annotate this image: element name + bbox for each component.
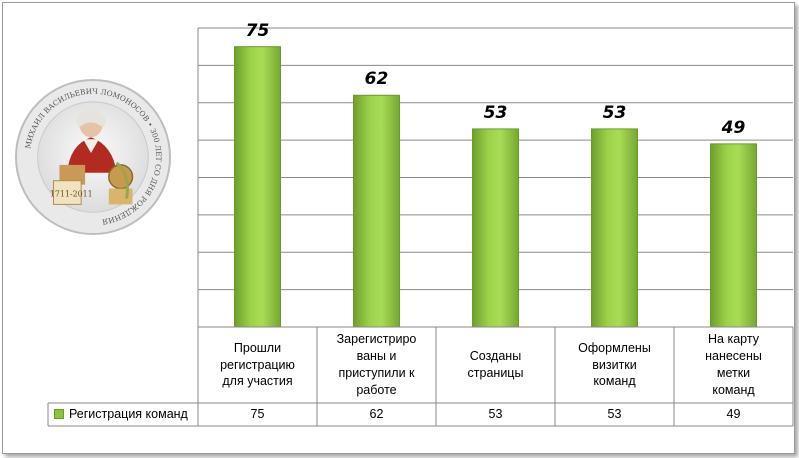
table-value: 53: [488, 407, 503, 421]
legend-entry: Регистрация команд: [48, 403, 198, 425]
bar: [234, 46, 281, 328]
bar-data-label: 53: [483, 102, 508, 123]
bar-data-label: 75: [245, 20, 270, 41]
table-value: 75: [250, 407, 265, 421]
bar-data-label: 49: [721, 117, 746, 138]
table-value: 49: [726, 407, 741, 421]
table-value: 62: [369, 407, 384, 421]
bar: [472, 128, 519, 328]
lomonosov-medallion-icon: МИХАИЛ ВАСИЛЬЕВИЧ ЛОМОНОСОВ • 300 ЛЕТ СО…: [14, 78, 172, 236]
category-label: Прошли регистрацию для участия: [220, 340, 295, 389]
bar-data-label: 53: [602, 102, 627, 123]
legend-swatch: [54, 409, 64, 419]
category-label: Зарегистриро ваны и приступили к работе: [336, 332, 417, 397]
bar: [353, 94, 400, 328]
bar-data-label: 62: [364, 69, 389, 90]
bar: [710, 143, 757, 328]
category-label: Созданы страницы: [467, 349, 524, 380]
table-value: 53: [607, 407, 622, 421]
category-label: На карту нанесены метки команд: [705, 332, 762, 397]
medallion-years: 1711-2011: [50, 190, 93, 199]
legend-label: Регистрация команд: [69, 407, 188, 421]
category-label: Оформлены визитки команд: [578, 340, 651, 389]
bar: [591, 128, 638, 328]
